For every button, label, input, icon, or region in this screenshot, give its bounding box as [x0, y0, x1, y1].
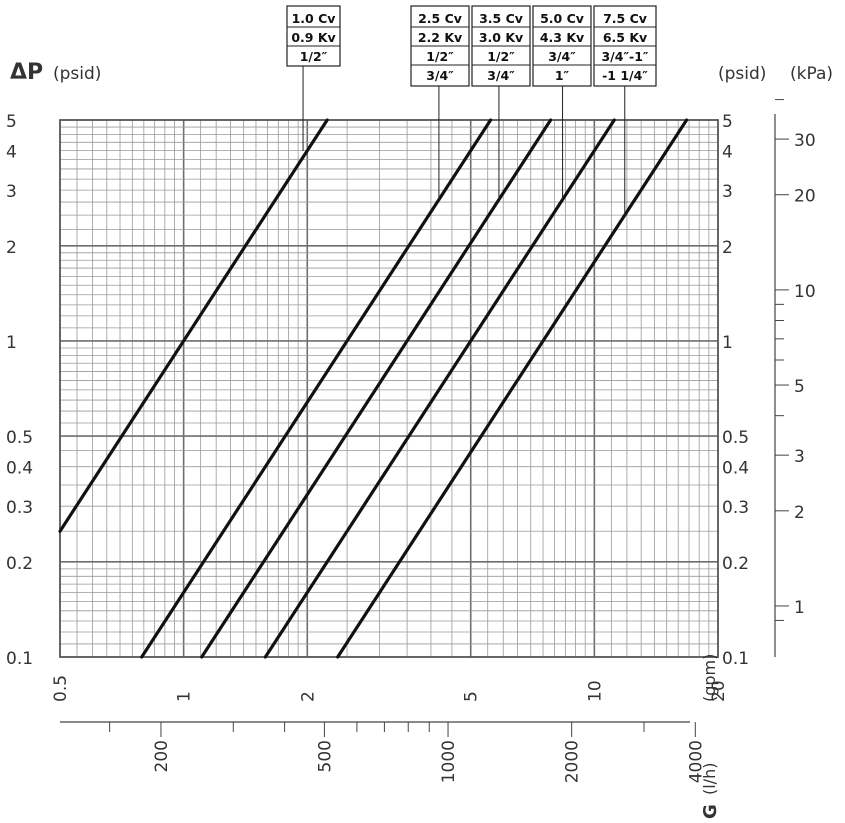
right-axis-kpa-title: (kPa): [790, 64, 833, 84]
right-axis-psid-title: (psid): [718, 64, 766, 84]
x-axis-lh-title-unit: (l/h): [700, 763, 719, 795]
label-box-line: 1″: [555, 68, 570, 83]
right-axis-psid-tick-label: 0.5: [722, 428, 749, 448]
left-axis-tick-label: 0.2: [6, 554, 33, 574]
x-axis-gpm-tick-label: 0.5: [51, 675, 71, 702]
kpa-tick-label: 20: [794, 187, 816, 207]
label-box-line: 3.5 Cv: [479, 11, 523, 26]
x-axis-gpm-tick-label: 20: [709, 680, 729, 702]
series-line-2.5cv: [140, 118, 493, 659]
label-box-line: 0.9 Kv: [291, 30, 335, 45]
series-line-5cv: [263, 118, 616, 659]
label-box-line: 3.0 Kv: [479, 30, 523, 45]
right-axis-psid-tick-label: 2: [722, 238, 733, 258]
x-axis-lh-tick-label: 500: [315, 740, 335, 772]
kpa-tick-label: 3: [794, 447, 805, 467]
label-box-line: 1/2″: [300, 49, 328, 64]
label-box-frame: [286, 5, 341, 67]
label-box-line: 6.5 Kv: [603, 30, 647, 45]
label-box-line: 1/2″: [487, 49, 515, 64]
x-axis-lh-tick-label: 4000: [686, 740, 706, 783]
x-axis-gpm-title: (gpm): [700, 654, 719, 702]
series-line-7.5cv: [336, 118, 689, 659]
label-box-3.5cv: 3.5 Cv 3.0 Kv 1/2″ 3/4″: [471, 5, 531, 87]
label-box-line: 3/4″: [487, 68, 515, 83]
x-axis-lh-tick-label: 1000: [439, 740, 459, 783]
x-axis-gpm-tick-label: 1: [175, 691, 195, 702]
right-axis: (psid) (kPa) 5 4 3 2 1 0.5 0.4 0.3 0.2 0.1 30 20 10 5…: [718, 64, 833, 669]
right-axis-psid-tick-label: 1: [722, 333, 733, 353]
x-axis-gpm-tick-label: 5: [462, 691, 482, 702]
label-box-line: -1 1/4″: [602, 68, 648, 83]
x-axis-lh-title-symbol: G: [700, 804, 721, 819]
label-box-2.5cv: 2.5 Cv 2.2 Kv 1/2″ 3/4″: [410, 5, 470, 87]
series-label-boxes: 1.0 Cv0.9 Kv1/2″2.5 Cv2.2 Kv1/2″3/4″3.5 …: [286, 5, 657, 87]
right-axis-psid-tick-label: 0.3: [722, 498, 749, 518]
left-axis-tick-label: 3: [6, 182, 17, 202]
right-axis-psid-tick-label: 4: [722, 143, 733, 163]
left-axis-tick-label: 0.3: [6, 498, 33, 518]
bottom-axes: (gpm) (l/h) G 0.5 1 2 5 10 20 200 500 1000 2000 40…: [51, 654, 729, 819]
left-axis-tick-label: 5: [6, 112, 17, 132]
left-axis-tick-label: 0.4: [6, 459, 33, 479]
label-box-line: 4.3 Kv: [540, 30, 584, 45]
series-line-1cv: [58, 118, 329, 533]
x-axis-gpm-tick-label: 2: [298, 691, 318, 702]
right-axis-psid-tick-label: 3: [722, 182, 733, 202]
left-axis-title-unit: (psid): [53, 64, 101, 84]
right-axis-psid-tick-label: 0.2: [722, 554, 749, 574]
label-box-line: 7.5 Cv: [603, 11, 647, 26]
series-line-3.5cv: [200, 118, 553, 659]
label-box-line: 2.5 Cv: [418, 11, 462, 26]
kpa-tick-label: 2: [794, 503, 805, 523]
right-axis-psid-tick-label: 0.1: [722, 649, 749, 669]
grid: [59, 119, 719, 658]
label-box-line: 3/4″: [548, 49, 576, 64]
label-box-1cv: 1.0 Cv 0.9 Kv 1/2″: [286, 5, 341, 67]
label-box-5cv: 5.0 Cv 4.3 Kv 3/4″ 1″: [532, 5, 592, 87]
right-axis-psid-tick-label: 0.4: [722, 459, 749, 479]
kpa-tick-label: 5: [794, 377, 805, 397]
label-box-line: 5.0 Cv: [540, 11, 584, 26]
right-axis-psid-tick-label: 5: [722, 112, 733, 132]
label-leader-lines: [302, 66, 626, 216]
label-box-line: 3/4″: [426, 68, 454, 83]
x-axis-gpm-tick-label: 10: [585, 680, 605, 702]
label-box-line: 1.0 Cv: [292, 11, 336, 26]
left-axis-title-symbol: ΔP: [10, 60, 43, 85]
label-box-line: 3/4″-1″: [601, 49, 648, 64]
kpa-tick-label: 10: [794, 282, 816, 302]
kpa-tick-label: 1: [794, 598, 805, 618]
plot-frame: [59, 119, 719, 658]
series-lines: [58, 118, 689, 659]
label-box-line: 2.2 Kv: [418, 30, 462, 45]
x-axis-lh-tick-label: 200: [152, 740, 172, 772]
left-axis-tick-label: 4: [6, 143, 17, 163]
label-box-7.5cv: 7.5 Cv 6.5 Kv 3/4″-1″ -1 1/4″: [593, 5, 657, 87]
left-axis-tick-label: 2: [6, 238, 17, 258]
left-axis: ΔP (psid) 5 4 3 2 1 0.5 0.4 0.3 0.2 0.1: [6, 60, 101, 669]
label-box-line: 1/2″: [426, 49, 454, 64]
left-axis-tick-label: 0.1: [6, 649, 33, 669]
left-axis-tick-label: 0.5: [6, 428, 33, 448]
left-axis-tick-label: 1: [6, 333, 17, 353]
x-axis-lh-tick-label: 2000: [563, 740, 583, 783]
kpa-tick-label: 30: [794, 131, 816, 151]
